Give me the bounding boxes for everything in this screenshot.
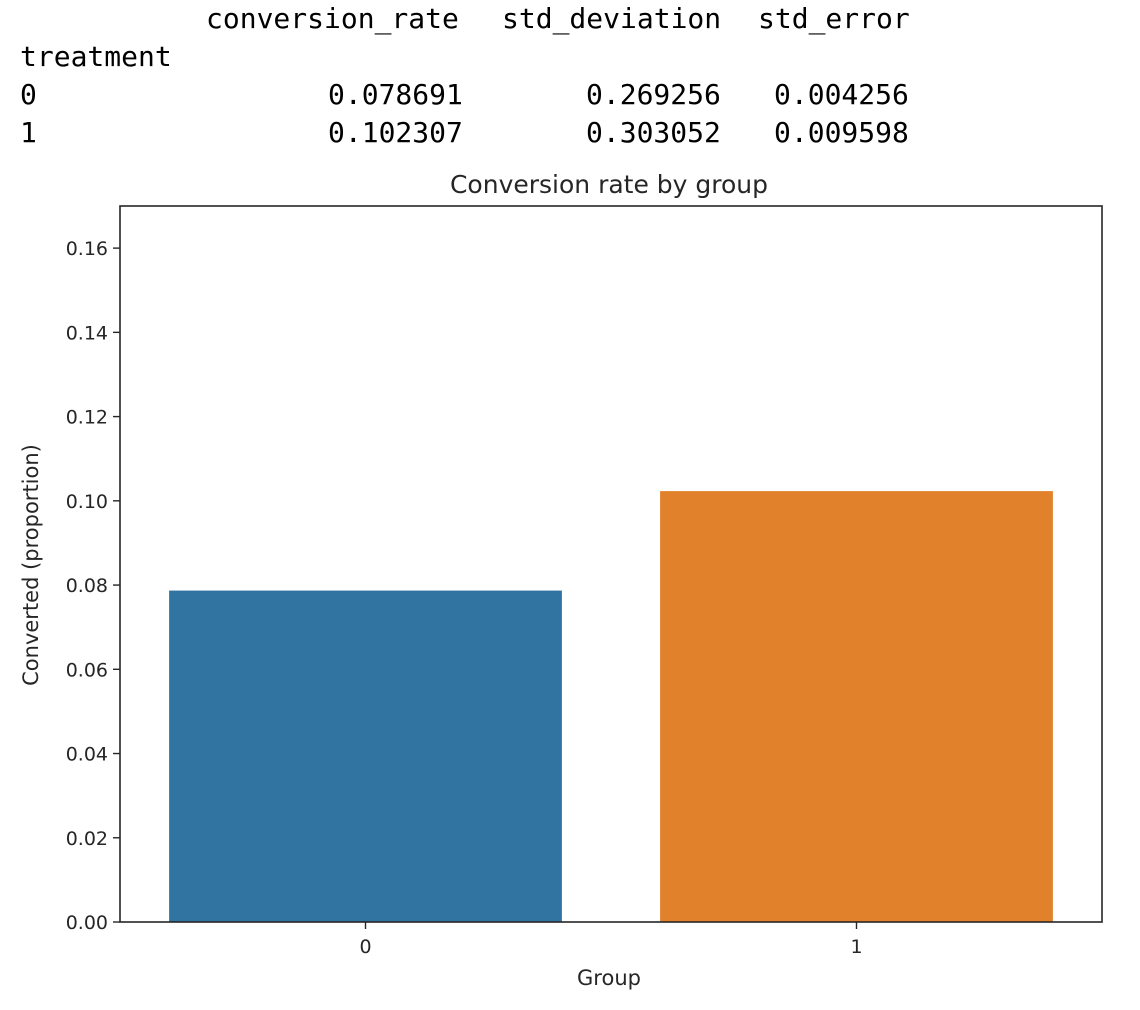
x-tick-label: 0 (359, 936, 371, 958)
cell-std-deviation: 0.303052 (586, 116, 721, 149)
column-header-std-deviation: std_deviation (502, 2, 722, 35)
cell-conversion-rate: 0.078691 (328, 78, 463, 111)
y-tick-label: 0.12 (66, 407, 108, 429)
cell-conversion-rate: 0.102307 (328, 116, 463, 149)
bar-0 (169, 590, 562, 922)
table-index-name-row: treatment (20, 38, 920, 76)
table-row: 1 0.102307 0.303052 0.009598 (20, 114, 920, 152)
x-tick-label: 1 (850, 936, 862, 958)
row-index: 0 (20, 78, 37, 111)
column-header-std-error: std_error (758, 2, 910, 35)
chart-title: Conversion rate by group (450, 170, 768, 199)
dataframe-table: conversion_rate std_deviation std_error … (20, 0, 920, 152)
y-tick-label: 0.10 (66, 491, 108, 513)
cell-std-deviation: 0.269256 (586, 78, 721, 111)
bar-1 (660, 491, 1053, 922)
cell-std-error: 0.009598 (774, 116, 909, 149)
y-tick-label: 0.04 (66, 744, 108, 766)
index-name: treatment (20, 40, 172, 73)
cell-std-error: 0.004256 (774, 78, 909, 111)
y-tick-label: 0.02 (66, 828, 108, 850)
table-row: 0 0.078691 0.269256 0.004256 (20, 76, 920, 114)
plot-area: 0.00 0.02 0.04 0.06 0.08 0.10 0.12 0.14 0.16 0 1 (66, 205, 1103, 958)
y-tick-label: 0.14 (66, 322, 108, 344)
table-header-row: conversion_rate std_deviation std_error (20, 0, 920, 38)
y-tick-label: 0.06 (66, 659, 108, 681)
y-tick-label: 0.16 (66, 238, 108, 260)
row-index: 1 (20, 116, 37, 149)
y-tick-label: 0.08 (66, 575, 108, 597)
x-axis-label: Group (577, 966, 641, 990)
y-axis-label: Converted (proportion) (19, 444, 43, 686)
column-header-conversion-rate: conversion_rate (206, 2, 459, 35)
axes-frame (119, 205, 1103, 923)
y-tick-label: 0.00 (66, 912, 108, 934)
